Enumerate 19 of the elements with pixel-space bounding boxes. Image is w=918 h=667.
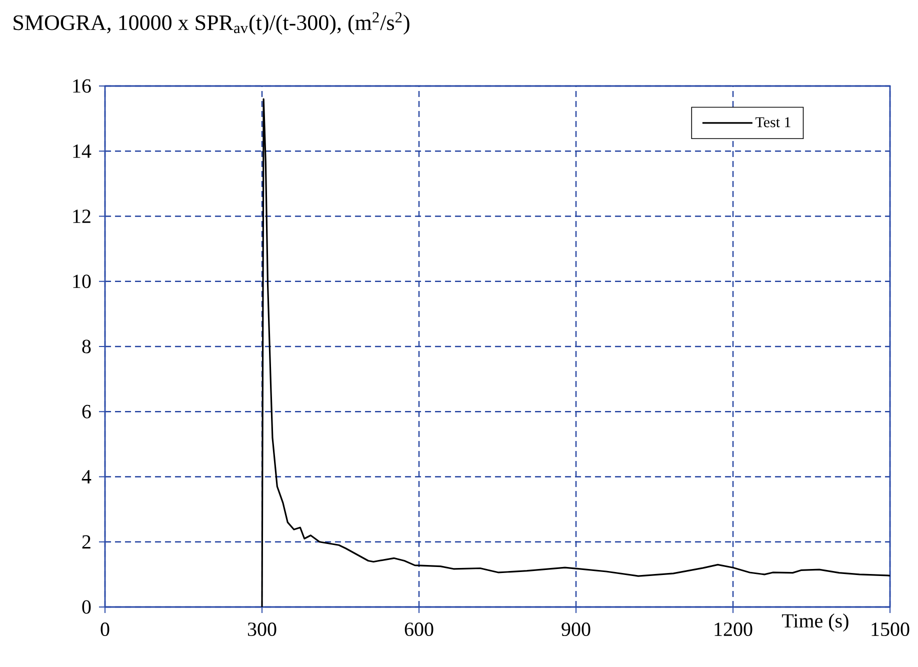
chart-title: SMOGRA, 10000 x SPR$_{av}$(t)/(t-300), (m$^{2}$/s$^{2}$): [14, 12, 410, 35]
legend-label: Test 1: [755, 117, 790, 128]
y-tick-label: 16: [73, 79, 91, 93]
y-tick-label: 6: [82, 404, 91, 418]
x-tick-label: 900: [562, 622, 590, 636]
x-tick-label: 0: [100, 622, 110, 636]
y-tick-label: 8: [82, 340, 91, 354]
y-tick-label: 12: [73, 210, 90, 223]
y-tick-label: 4: [82, 470, 92, 484]
x-axis-title: Time (s): [782, 614, 848, 632]
x-tick-label: 600: [404, 622, 434, 636]
x-tick-label: 1200: [714, 622, 752, 636]
y-tick-label: 2: [82, 535, 90, 548]
y-tick-label: 14: [73, 144, 92, 158]
y-tick-label: 10: [73, 274, 91, 288]
line-series: [261, 98, 890, 607]
y-tick-label: 0: [82, 600, 91, 614]
x-tick-label: 300: [248, 622, 276, 636]
x-tick-label: 1500: [872, 622, 910, 636]
